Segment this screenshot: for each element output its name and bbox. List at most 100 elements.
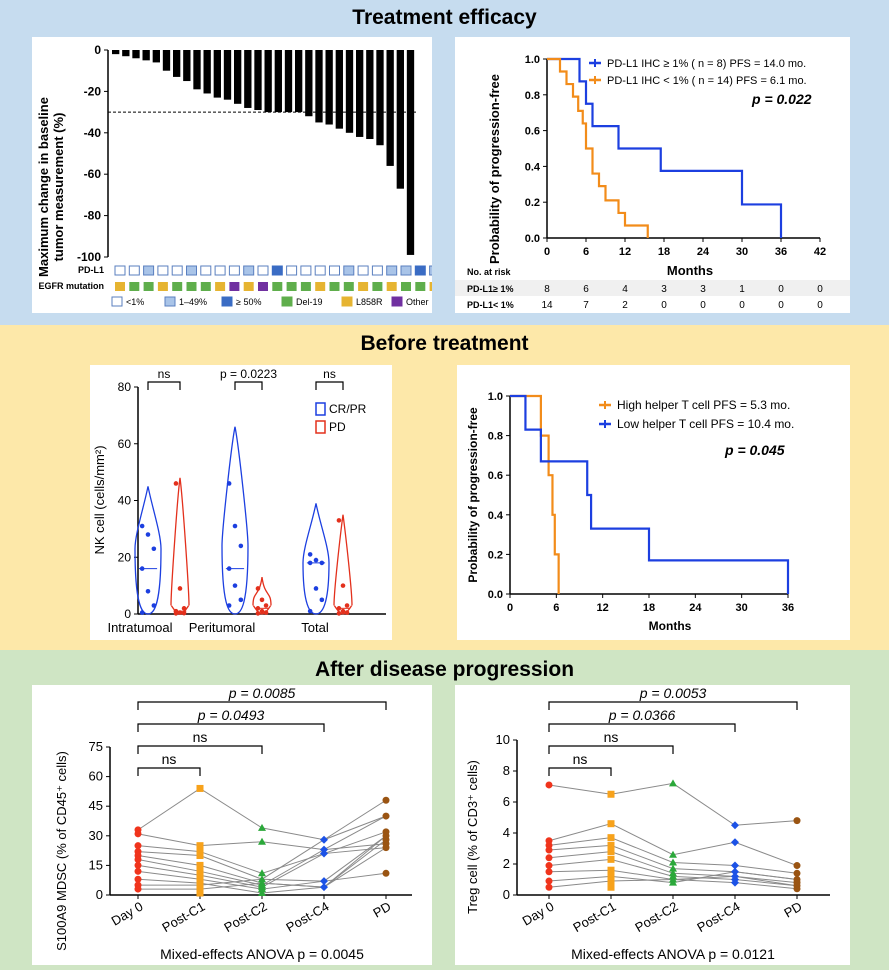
violin-point [139,610,145,615]
km-xtick-label: 42 [814,246,826,258]
violin-point [151,546,157,552]
violin-point [255,586,261,591]
violin-point [226,481,232,486]
egfr-cell [129,282,140,291]
paired-ytick-label: 4 [503,825,510,840]
violin-point [238,597,244,603]
risk-value: 3 [700,284,706,295]
pdl1-cell [400,265,412,276]
violin-point [340,608,346,614]
paired-ytick-label: 15 [89,857,103,872]
violin-shape [221,426,249,615]
waterfall-bar [173,50,181,77]
paired-point [731,861,739,870]
section-title-before: Before treatment [360,332,529,355]
paired-ytick-label: 8 [503,763,510,778]
paired-point [669,858,677,866]
paired-xtick-label: Day 0 [109,899,146,929]
km-legend-label: High helper T cell PFS = 5.3 mo. [617,398,790,412]
km-legend-label: PD-L1 IHC < 1% ( n = 14) PFS = 6.1 mo. [607,75,807,87]
pdl1-cell [343,265,355,276]
paired-point [793,817,801,825]
waterfall-bar [244,50,252,108]
km-curve [547,57,649,238]
violin-shape [333,514,353,615]
paired-point [607,855,615,863]
paired-point [320,877,328,886]
paired-point [320,883,328,892]
km-xtick-label: 6 [553,602,559,614]
paired-point [793,869,801,877]
waterfall-bar [366,50,374,140]
violin-point [344,610,350,615]
waterfall-bar [213,50,221,98]
legend-label: L858R [356,297,383,307]
paired-point [382,844,390,852]
risk-value: 0 [661,300,667,311]
violin-point [336,518,342,523]
km-legend-label: Low helper T cell PFS = 10.4 mo. [617,417,794,431]
waterfall-bar [254,50,262,111]
egfr-cell [315,282,326,291]
risk-value: 7 [583,300,589,311]
legend-label: <1% [126,297,144,307]
paired-xtick-label: Post-C1 [159,899,207,935]
egfr-cell [200,282,211,291]
paired-sig-label: p = 0.0053 [639,685,707,701]
km-xtick-label: 24 [689,602,702,614]
violin-sig-label: ns [323,367,336,381]
treg-panel: Treg cell (% of CD3⁺ cells) 0 2 4 6 8 10 Day 0… [455,685,850,965]
legend-swatch [221,296,233,307]
risk-value: 0 [739,300,745,311]
km1-xlabel: Months [667,263,713,278]
pdl1-cell [200,265,212,276]
waterfall-bar [264,50,272,113]
treg-chart: Treg cell (% of CD3⁺ cells) 0 2 4 6 8 10 Day 0… [465,685,830,962]
paired-point [196,867,204,875]
waterfall-bar [183,50,191,82]
violin-shape [252,577,272,615]
waterfall-bar [386,50,394,166]
violin-sig-bracket [147,381,181,390]
violin-point [263,610,269,615]
mdsc-footer: Mixed-effects ANOVA p = 0.0045 [160,946,364,962]
paired-xtick-label: PD [370,899,393,921]
paired-point [134,875,142,883]
paired-point [134,830,142,838]
violin-legend-label: PD [329,420,346,434]
paired-sig-bracket [137,723,325,732]
paired-sig-label: p = 0.0493 [197,707,265,723]
risk-value: 0 [700,300,706,311]
waterfall-ylabel-line2: tumor measurement (%) [51,113,66,262]
waterfall-bar [223,50,232,100]
paired-ytick-label: 45 [89,798,103,813]
pdl1-cell [429,265,441,276]
km-ytick-label: 0.0 [488,589,503,601]
km-xtick-label: 12 [597,602,609,614]
waterfall-bar [142,50,150,61]
violin-point [181,606,187,611]
km2-xlabel: Months [649,619,692,633]
mdsc-ylabel: S100A9 MDSC (% of CD45⁺ cells) [54,751,69,951]
violin-shape [170,477,190,615]
km-ytick-label: 0.8 [525,90,540,102]
paired-point [545,877,553,885]
violin-shape [134,486,162,615]
km-ytick-label: 0.0 [525,233,540,245]
violin-group-label: Total [301,620,329,635]
pdl1-cell [257,265,269,276]
paired-point [545,781,553,789]
risk-value: 6 [583,284,589,295]
paired-sig-label: ns [604,729,619,745]
km-ytick-label: 1.0 [488,391,503,403]
km-ytick-label: 0.6 [488,470,503,482]
paired-point [607,883,615,891]
violin-ytick-label: 0 [124,607,131,621]
pdl1-cell [414,265,426,276]
egfr-row-label: EGFR mutation [39,281,105,291]
violin-point [259,608,265,614]
pdl1-row-label: PD-L1 [78,265,104,275]
violin-shape [302,503,330,615]
paired-ytick-label: 60 [89,769,103,784]
violin-point [139,523,145,529]
